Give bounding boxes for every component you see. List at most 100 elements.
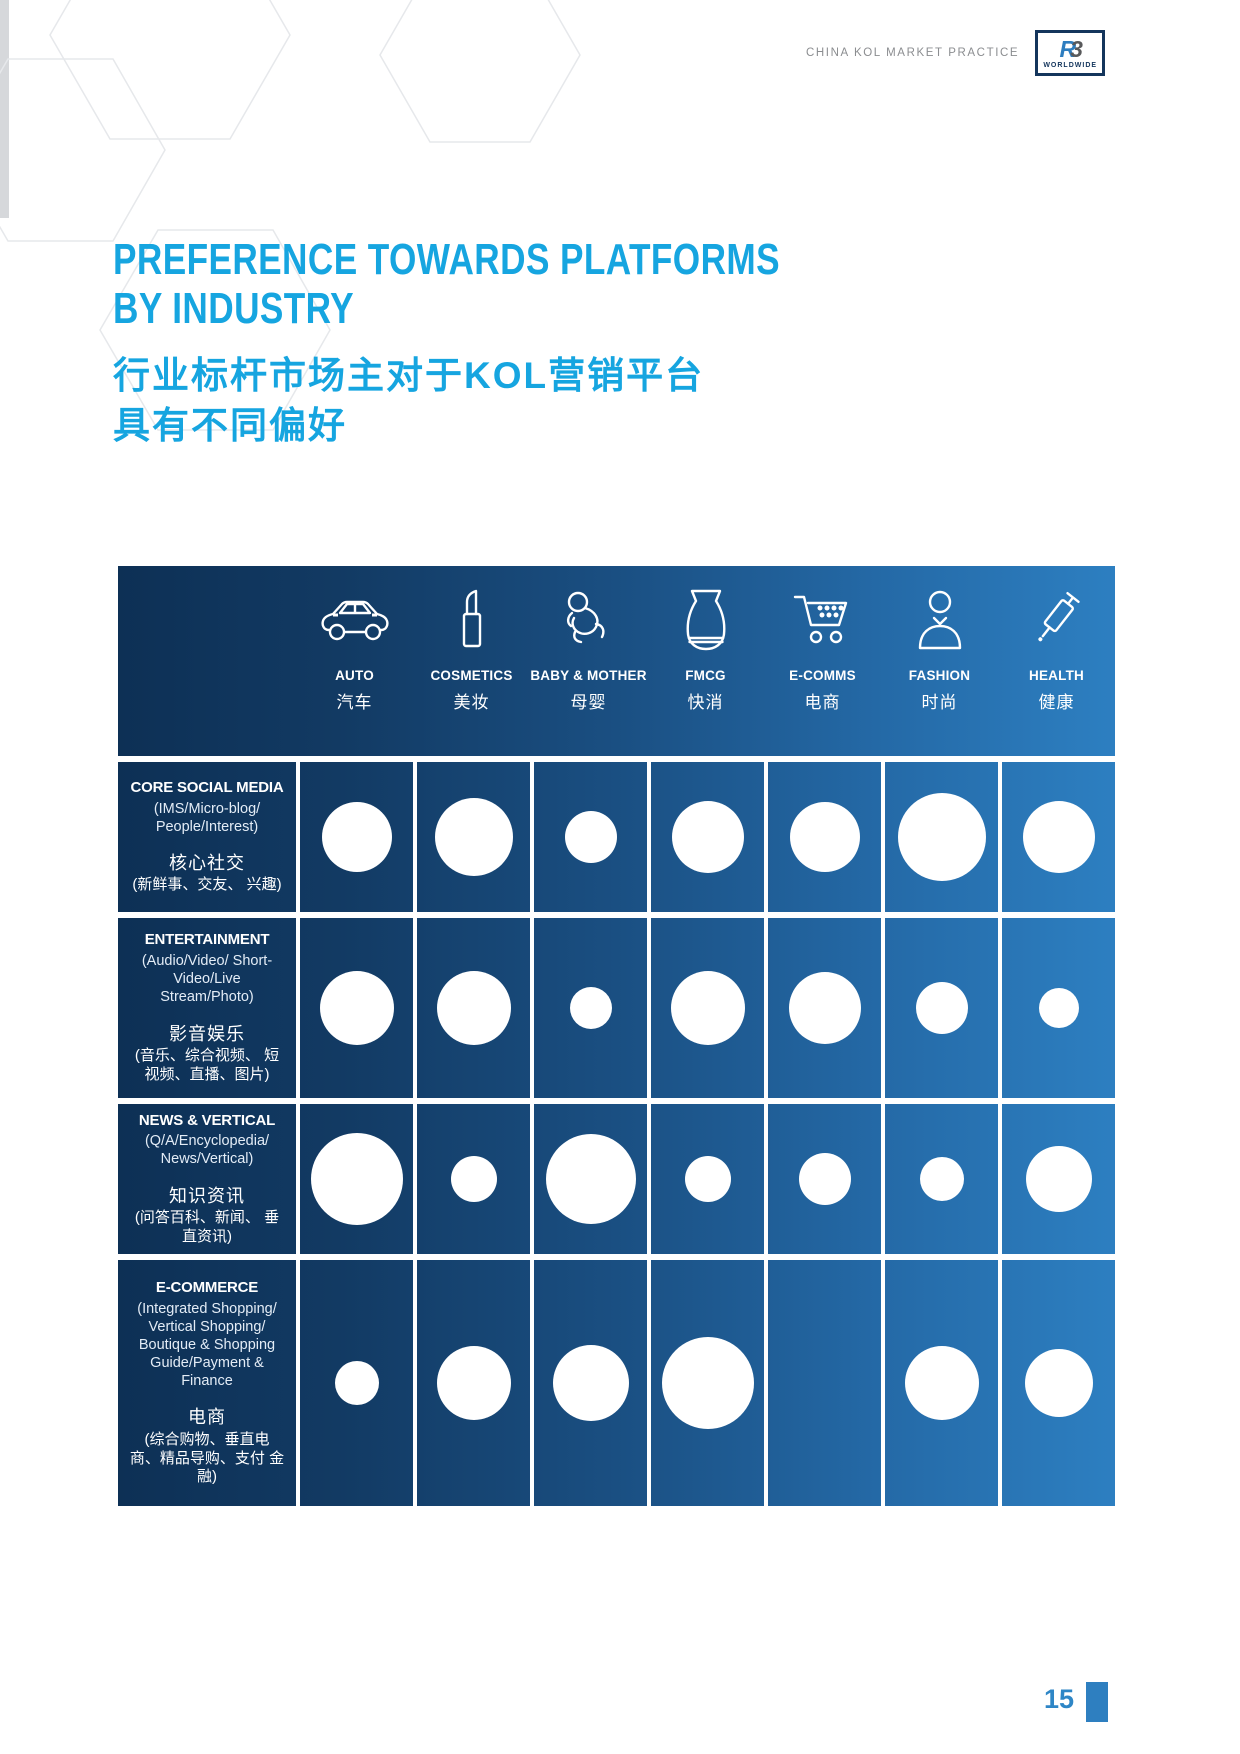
row-title-en: ENTERTAINMENT (144, 931, 270, 949)
page-corner-mark (1086, 1682, 1108, 1722)
syringe-icon (1029, 588, 1085, 652)
bubble (904, 1346, 979, 1420)
bubble-cell-e-commerce-health (998, 1254, 1115, 1506)
row-title-en: E-COMMERCE (155, 1278, 259, 1296)
column-header-health: HEALTH 健康 (998, 566, 1115, 756)
row-title-en: NEWS & VERTICAL (138, 1111, 276, 1129)
column-label-en: BABY & MOTHER (530, 668, 647, 683)
title-cn-line2: 具有不同偏好 (113, 404, 347, 446)
bubble (670, 971, 745, 1045)
bubble-cell-core-social-media-baby-mother (530, 756, 647, 912)
column-header-e-comms: E-COMMS 电商 (764, 566, 881, 756)
bubble-cell-core-social-media-fmcg (647, 756, 764, 912)
bubble-cell-e-commerce-e-comms (764, 1254, 881, 1506)
title-cn-line1: 行业标杆市场主对于KOL营销平台 (113, 354, 705, 396)
bubble-cell-e-commerce-baby-mother (530, 1254, 647, 1506)
row-subtitle-en: (Q/A/Encyclopedia/ News/Vertical) (144, 1133, 270, 1168)
row-subtitle-cn: (综合购物、垂直电 商、精品导购、支付 金融) (129, 1430, 285, 1486)
column-label-en: AUTO (335, 668, 374, 683)
bubble-cell-news-vertical-auto (296, 1098, 413, 1254)
row-title-en: CORE SOCIAL MEDIA (130, 778, 284, 796)
bubble (434, 798, 513, 876)
lipstick-icon (459, 588, 485, 652)
bubble (450, 1156, 497, 1202)
column-label-en: FMCG (685, 668, 726, 683)
bubble-grid: AUTO 汽车 COSMETICS 美妆 BABY & MOTHER 母婴 FMCG 快消 E-… (118, 566, 1115, 1506)
bubble (1022, 801, 1095, 873)
column-label-cn: 电商 (804, 693, 841, 713)
bubble-cell-news-vertical-fashion (881, 1098, 998, 1254)
bubble (798, 1153, 851, 1205)
bubble-cell-core-social-media-auto (296, 756, 413, 912)
column-label-cn: 快消 (687, 693, 724, 713)
bubble (564, 811, 617, 863)
car-icon (319, 588, 391, 652)
bubble-cell-e-commerce-fashion (881, 1254, 998, 1506)
row-title-cn: 知识资讯 (169, 1185, 245, 1206)
bubble (1024, 1349, 1093, 1417)
column-header-fmcg: FMCG 快消 (647, 566, 764, 756)
r3-worldwide-logo: R3 WORLDWIDE (1035, 30, 1106, 76)
column-label-cn: 健康 (1038, 693, 1075, 713)
jar-icon (680, 588, 732, 652)
row-subtitle-cn: (音乐、综合视频、 短视频、直播、图片) (134, 1047, 280, 1083)
bubble-cell-core-social-media-fashion (881, 756, 998, 912)
row-subtitle-en: (IMS/Micro-blog/ People/Interest) (153, 800, 261, 835)
bubble (552, 1345, 629, 1421)
report-kicker: CHINA KOL MARKET PRACTICE (806, 47, 1020, 59)
row-label-e-commerce: E-COMMERCE (Integrated Shopping/ Vertical… (118, 1254, 296, 1506)
row-subtitle-cn: (问答百科、新闻、 垂直资讯) (134, 1209, 280, 1245)
page-number: 15 (1044, 1684, 1075, 1714)
column-header-auto: AUTO 汽车 (296, 566, 413, 756)
column-header-baby-mother: BABY & MOTHER 母婴 (530, 566, 647, 756)
table-corner-cell (118, 566, 296, 756)
bubble-cell-news-vertical-cosmetics (413, 1098, 530, 1254)
row-title-cn: 核心社交 (169, 852, 245, 873)
bubble (1038, 988, 1079, 1028)
bubble (436, 971, 511, 1045)
bubble-cell-e-commerce-cosmetics (413, 1254, 530, 1506)
bubble-cell-entertainment-fashion (881, 912, 998, 1098)
row-subtitle-cn: (新鲜事、交友、 兴趣) (132, 876, 282, 894)
column-label-en: COSMETICS (430, 668, 513, 683)
bubble (897, 793, 986, 881)
row-subtitle-en: (Audio/Video/ Short-Video/Live Stream/Ph… (141, 953, 273, 1006)
bubble (684, 1156, 731, 1202)
bubble-cell-news-vertical-fmcg (647, 1098, 764, 1254)
bubble (436, 1346, 511, 1420)
column-label-en: E-COMMS (789, 668, 856, 683)
logo-worldwide-text: WORLDWIDE (1043, 61, 1098, 69)
column-label-en: HEALTH (1029, 668, 1084, 683)
bubble (310, 1133, 403, 1225)
left-edge-strip (0, 0, 9, 218)
bubble-cell-e-commerce-auto (296, 1254, 413, 1506)
bubble (671, 801, 744, 873)
bubble-cell-e-commerce-fmcg (647, 1254, 764, 1506)
bubble-cell-entertainment-e-comms (764, 912, 881, 1098)
bubble (915, 982, 968, 1034)
baby-icon (557, 588, 621, 652)
bubble (1025, 1146, 1092, 1212)
bubble-cell-entertainment-baby-mother (530, 912, 647, 1098)
column-label-cn: 母婴 (570, 693, 607, 713)
bubble-cell-entertainment-fmcg (647, 912, 764, 1098)
bubble-cell-news-vertical-baby-mother (530, 1098, 647, 1254)
title-en-line2: BY INDUSTRY (113, 283, 355, 333)
row-label-news-vertical: NEWS & VERTICAL (Q/A/Encyclopedia/ News/V… (118, 1098, 296, 1254)
column-header-cosmetics: COSMETICS 美妆 (413, 566, 530, 756)
row-subtitle-en: (Integrated Shopping/ Vertical Shopping/… (137, 1300, 277, 1390)
row-label-entertainment: ENTERTAINMENT (Audio/Video/ Short-Video/L… (118, 912, 296, 1098)
row-label-core-social-media: CORE SOCIAL MEDIA (IMS/Micro-blog/ People… (118, 756, 296, 912)
column-label-cn: 汽车 (336, 693, 373, 713)
bubble-cell-entertainment-cosmetics (413, 912, 530, 1098)
bubble (321, 802, 392, 872)
bubble (334, 1361, 379, 1405)
bubble (545, 1134, 636, 1224)
bubble-cell-entertainment-auto (296, 912, 413, 1098)
shopping-cart-icon (792, 588, 854, 652)
bubble (661, 1337, 754, 1429)
column-label-cn: 美妆 (453, 693, 490, 713)
woman-icon (912, 588, 968, 652)
page-title: PREFERENCE TOWARDS PLATFORMS BY INDUSTRY… (113, 235, 947, 450)
row-title-cn: 影音娱乐 (169, 1023, 245, 1044)
